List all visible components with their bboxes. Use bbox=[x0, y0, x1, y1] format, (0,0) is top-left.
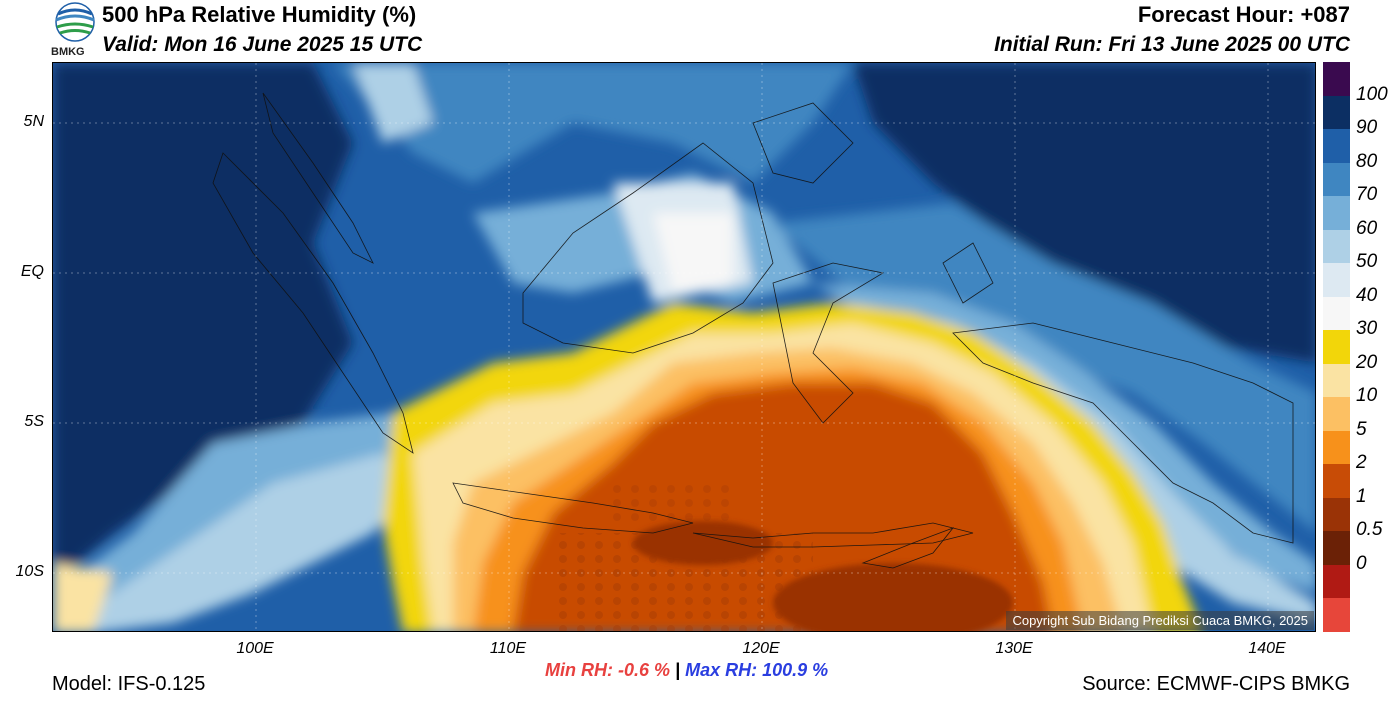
colorbar-segment bbox=[1323, 397, 1350, 432]
colorbar-label: 60 bbox=[1356, 217, 1378, 239]
lon-label-110e: 110E bbox=[489, 640, 527, 657]
colorbar-segment bbox=[1323, 95, 1350, 130]
lon-label-100e: 100E bbox=[236, 640, 274, 657]
coast-new-guinea bbox=[952, 322, 1294, 544]
bmkg-logo bbox=[50, 2, 100, 60]
coast-borneo bbox=[522, 142, 774, 354]
colorbar-segment bbox=[1323, 196, 1350, 231]
colorbar-segment bbox=[1323, 263, 1350, 298]
colorbar-segment bbox=[1323, 162, 1350, 197]
coast-sulawesi bbox=[772, 262, 885, 424]
colorbar-label: 30 bbox=[1356, 318, 1378, 340]
colorbar-segment bbox=[1323, 464, 1350, 499]
model-name: Model: IFS-0.125 bbox=[52, 673, 206, 695]
colorbar-label: 10 bbox=[1356, 385, 1378, 407]
lat-label-10s: 10S bbox=[15, 563, 44, 580]
colorbar-segment bbox=[1323, 330, 1350, 365]
colorbar-label: 80 bbox=[1356, 150, 1378, 172]
colorbar-label: 100 bbox=[1356, 83, 1388, 105]
region-very-humid-west bbox=[53, 63, 353, 583]
coast-malay-peninsula bbox=[262, 92, 374, 264]
coast-halmahera bbox=[942, 242, 994, 304]
coast-java bbox=[452, 482, 694, 534]
colorbar-label: 1 bbox=[1356, 485, 1367, 507]
colorbar-segment bbox=[1323, 129, 1350, 164]
lon-label-140e: 140E bbox=[1248, 640, 1286, 657]
coast-lesser-sunda bbox=[692, 522, 974, 548]
colorbar-label: 20 bbox=[1356, 351, 1378, 373]
rh-extremes: Min RH: -0.6 % | Max RH: 100.9 % bbox=[545, 660, 828, 681]
colorbar-segment bbox=[1323, 531, 1350, 566]
min-rh: Min RH: -0.6 % bbox=[545, 660, 671, 680]
lat-label-5s: 5S bbox=[24, 413, 44, 430]
lat-label-eq: EQ bbox=[20, 263, 44, 280]
coast-timor bbox=[861, 527, 955, 569]
initial-run: Initial Run: Fri 13 June 2025 00 UTC bbox=[994, 33, 1350, 56]
coast-sumatra bbox=[212, 152, 414, 454]
region-very-humid-northeast bbox=[853, 63, 1315, 363]
lon-label-120e: 120E bbox=[742, 640, 780, 657]
colorbar-segment bbox=[1323, 564, 1350, 599]
colorbar-label: 0.5 bbox=[1356, 519, 1383, 541]
lat-label-5n: 5N bbox=[23, 113, 44, 130]
logo-text: BMKG bbox=[51, 46, 85, 58]
colorbar-label: 40 bbox=[1356, 284, 1378, 306]
colorbar-segment bbox=[1323, 363, 1350, 398]
humidity-map bbox=[52, 62, 1316, 632]
colorbar-segment bbox=[1323, 229, 1350, 264]
colorbar-label: 0 bbox=[1356, 552, 1367, 574]
colorbar-label: 90 bbox=[1356, 117, 1378, 139]
colorbar-segment bbox=[1323, 598, 1350, 633]
valid-time: Valid: Mon 16 June 2025 15 UTC bbox=[102, 33, 423, 56]
colorbar-label: 50 bbox=[1356, 251, 1378, 273]
colorbar-segment bbox=[1323, 497, 1350, 532]
colorbar-segment bbox=[1323, 296, 1350, 331]
colorbar bbox=[1323, 62, 1350, 633]
map-title: 500 hPa Relative Humidity (%) bbox=[102, 2, 417, 27]
data-source: Source: ECMWF-CIPS BMKG bbox=[1082, 673, 1350, 695]
rh-separator: | bbox=[675, 660, 681, 680]
coast-philippines-mindanao bbox=[752, 102, 854, 184]
colorbar-label: 2 bbox=[1356, 452, 1367, 474]
max-rh: Max RH: 100.9 % bbox=[685, 660, 829, 680]
colorbar-label: 5 bbox=[1356, 418, 1367, 440]
lon-label-130e: 130E bbox=[995, 640, 1033, 657]
copyright-notice: Copyright Sub Bidang Prediksi Cuaca BMKG… bbox=[1006, 611, 1314, 630]
colorbar-label: 70 bbox=[1356, 184, 1378, 206]
forecast-hour: Forecast Hour: +087 bbox=[1137, 2, 1350, 27]
colorbar-segment bbox=[1323, 62, 1350, 97]
colorbar-segment bbox=[1323, 430, 1350, 465]
